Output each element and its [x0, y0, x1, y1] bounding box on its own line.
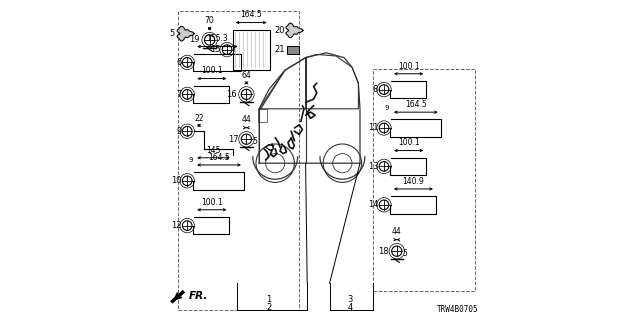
Text: 140.9: 140.9: [403, 177, 424, 186]
Text: 6: 6: [176, 58, 182, 67]
Text: 100.1: 100.1: [201, 66, 223, 76]
Text: 10: 10: [171, 176, 182, 185]
Text: 7: 7: [176, 90, 182, 99]
Bar: [372, 69, 475, 291]
Text: FR.: FR.: [189, 291, 208, 301]
Text: 64: 64: [241, 71, 252, 80]
Text: 44: 44: [241, 116, 252, 124]
Text: 70: 70: [205, 16, 214, 25]
Text: 4: 4: [348, 303, 353, 312]
Text: 145: 145: [206, 146, 221, 155]
Text: 8: 8: [373, 85, 378, 94]
Text: 100.1: 100.1: [398, 61, 419, 70]
Text: 21: 21: [275, 45, 285, 54]
Bar: [258, 109, 267, 122]
Polygon shape: [177, 26, 194, 41]
Text: 13: 13: [367, 162, 378, 171]
Text: 100.1: 100.1: [201, 197, 223, 207]
Text: 19: 19: [189, 36, 200, 44]
Text: 14: 14: [368, 200, 378, 209]
Text: TRW4B0705: TRW4B0705: [436, 305, 479, 314]
Text: 16: 16: [227, 90, 237, 99]
Text: 2: 2: [266, 303, 271, 312]
Bar: [178, 11, 300, 310]
Text: 164.5: 164.5: [208, 153, 230, 162]
Text: 1: 1: [266, 295, 271, 304]
Text: 11: 11: [368, 124, 378, 132]
Polygon shape: [286, 23, 303, 38]
Text: 20: 20: [275, 26, 285, 35]
Text: 3: 3: [348, 295, 353, 304]
Text: 100.1: 100.1: [398, 138, 419, 147]
Bar: [233, 30, 269, 70]
Text: 18: 18: [378, 247, 389, 256]
Text: 22: 22: [195, 114, 204, 123]
Text: 15: 15: [210, 45, 221, 54]
Bar: [287, 45, 298, 54]
Text: 164.5: 164.5: [241, 10, 262, 19]
Text: 9: 9: [176, 127, 182, 136]
Text: 9: 9: [385, 105, 389, 110]
Text: 5: 5: [252, 137, 257, 146]
Text: 17: 17: [228, 135, 239, 144]
Text: 164.5: 164.5: [405, 100, 427, 109]
Text: 5: 5: [403, 249, 408, 258]
Text: 155.3: 155.3: [207, 34, 228, 43]
Text: 12: 12: [171, 221, 182, 230]
Text: 9: 9: [188, 157, 193, 163]
Text: 5: 5: [169, 29, 174, 38]
Text: 44: 44: [392, 228, 402, 236]
